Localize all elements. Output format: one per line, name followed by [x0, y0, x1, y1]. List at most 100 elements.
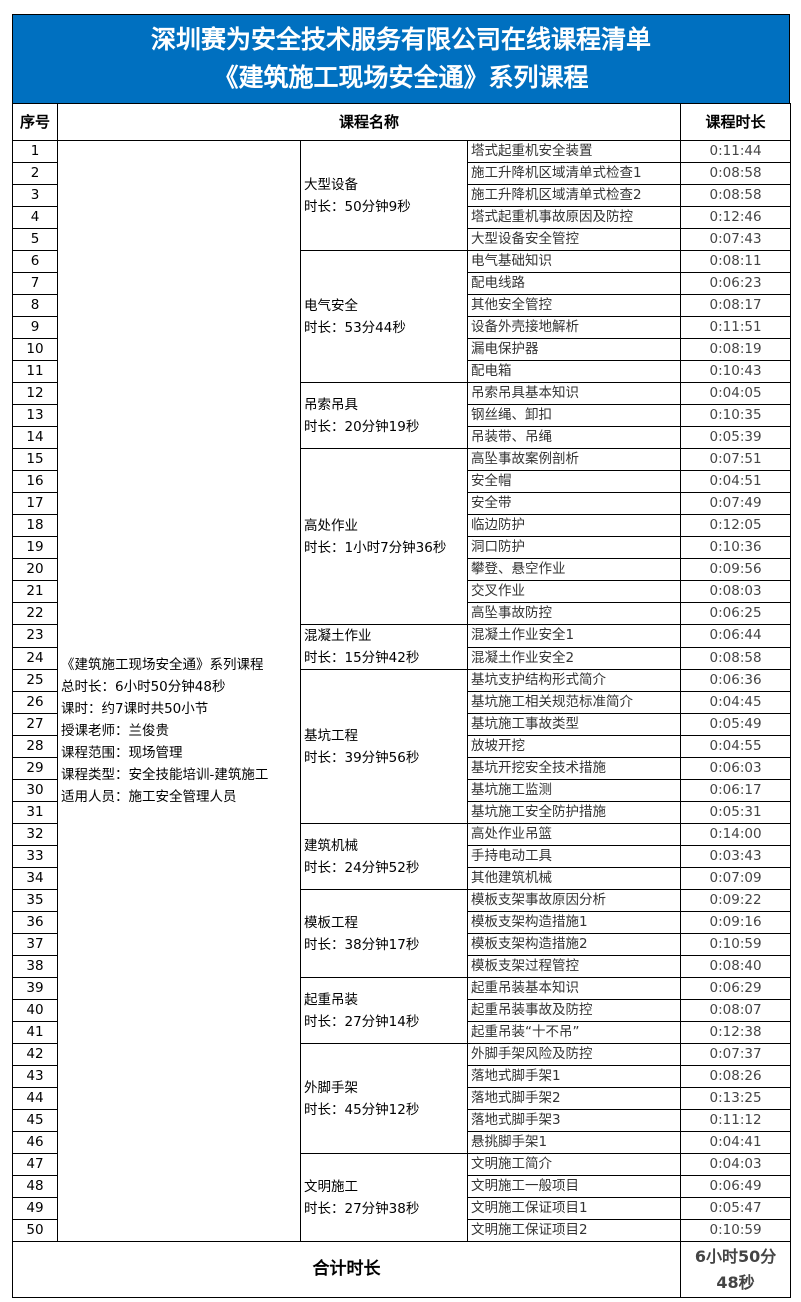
category-name: 模板工程 — [304, 914, 358, 931]
lesson-number: 38 — [12, 955, 58, 978]
lesson-name: 模板支架构造措施1 — [466, 911, 682, 934]
lesson-number: 7 — [12, 272, 58, 295]
category-cell: 吊索吊具 时长：20分钟19秒 — [300, 382, 468, 449]
category-name: 文明施工 — [304, 1178, 358, 1195]
course-info-line: 适用人员：施工安全管理人员 — [61, 789, 237, 805]
table-row: 14 吊装带、吊绳 0:05:39 — [12, 426, 792, 449]
lesson-name: 吊索吊具基本知识 — [466, 382, 682, 405]
category-cell: 模板工程时长：38分钟17秒 — [300, 889, 468, 978]
table-row: 38 模板支架过程管控 0:08:40 — [12, 955, 792, 978]
lesson-number: 35 — [12, 889, 58, 912]
lesson-duration: 0:07:49 — [680, 492, 792, 515]
lesson-number: 44 — [12, 1087, 58, 1110]
category-duration: 时长：27分钟38秒 — [304, 1200, 420, 1217]
lesson-number: 6 — [12, 250, 58, 273]
lesson-number: 34 — [12, 867, 58, 890]
lesson-name: 文明施工简介 — [466, 1153, 682, 1176]
lesson-duration: 0:06:49 — [680, 1175, 792, 1198]
lesson-name: 安全帽 — [466, 470, 682, 493]
lesson-duration: 0:06:03 — [680, 757, 792, 780]
lesson-name: 基坑施工安全防护措施 — [466, 801, 682, 824]
table-row: 23 混凝土作业 时长：15分钟42秒 混凝土作业安全1 0:06:44 — [12, 624, 792, 670]
header-course: 课程名称 — [56, 103, 682, 141]
category-duration: 时长：24分钟52秒 — [304, 859, 420, 876]
lesson-duration: 0:11:51 — [680, 316, 792, 339]
category-duration: 时长：39分钟56秒 — [304, 749, 420, 766]
lesson-duration: 0:04:41 — [680, 1131, 792, 1154]
table-row: 36 模板支架构造措施1 0:09:16 — [12, 911, 792, 934]
lesson-duration: 0:08:07 — [680, 999, 792, 1022]
lesson-name: 悬挑脚手架1 — [466, 1131, 682, 1154]
lesson-name: 起重吊装基本知识 — [466, 977, 682, 1000]
lesson-duration: 0:08:40 — [680, 955, 792, 978]
lesson-duration: 0:06:36 — [680, 669, 792, 692]
lesson-number: 26 — [12, 691, 58, 714]
category-duration: 时长：1小时7分钟36秒 — [304, 539, 447, 556]
lesson-duration: 0:06:29 — [680, 977, 792, 1000]
lesson-number: 17 — [12, 492, 58, 515]
lesson-name: 配电箱 — [466, 360, 682, 383]
lesson-number: 48 — [12, 1175, 58, 1198]
lesson-duration: 0:05:39 — [680, 426, 792, 449]
lesson-name: 临边防护 — [466, 514, 682, 537]
lesson-name: 模板支架过程管控 — [466, 955, 682, 978]
lesson-name: 起重吊装事故及防控 — [466, 999, 682, 1022]
lesson-duration: 0:09:22 — [680, 889, 792, 912]
lesson-number: 46 — [12, 1131, 58, 1154]
header-row: 序号 课程名称 课程时长 — [12, 103, 792, 141]
lesson-number: 1 — [12, 140, 58, 163]
table-row: 13 钢丝绳、卸扣 0:10:35 — [12, 404, 792, 427]
table-row: 39 起重吊装 时长：27分钟14秒 起重吊装基本知识 0:06:29 — [12, 977, 792, 1044]
category-name: 起重吊装 — [304, 991, 358, 1008]
lesson-number: 41 — [12, 1021, 58, 1044]
lesson-duration: 0:11:44 — [680, 140, 792, 163]
category-name: 电气安全 — [304, 297, 358, 314]
lesson-duration: 0:14:00 — [680, 823, 792, 846]
lesson-duration: 0:12:38 — [680, 1021, 792, 1044]
category-duration: 时长：53分44秒 — [304, 319, 406, 336]
table-row: 43 落地式脚手架1 0:08:26 — [12, 1065, 792, 1088]
lesson-number: 15 — [12, 448, 58, 471]
lesson-duration: 0:07:51 — [680, 448, 792, 471]
table-row: 41 起重吊装“十不吊” 0:12:38 — [12, 1021, 792, 1044]
category-duration: 时长：27分钟14秒 — [304, 1013, 420, 1030]
table-row: 22 高坠事故防控 0:06:25 — [12, 602, 792, 625]
lesson-number: 37 — [12, 933, 58, 956]
table-row: 47 文明施工 时长：27分钟38秒 文明施工简介 0:04:03 — [12, 1153, 792, 1242]
lesson-name: 混凝土作业安全2 — [466, 646, 682, 670]
lesson-duration: 0:08:19 — [680, 338, 792, 361]
lesson-duration: 0:08:26 — [680, 1065, 792, 1088]
table-row: 35 模板工程 时长：38分钟17秒 模板支架事故原因分析 0:09:22 — [12, 889, 792, 978]
lesson-duration: 0:05:49 — [680, 713, 792, 736]
category-duration: 时长：38分钟17秒 — [304, 936, 420, 953]
lesson-duration: 0:04:51 — [680, 470, 792, 493]
title-line-1: 深圳赛为安全技术服务有限公司在线课程清单 — [150, 25, 651, 54]
lesson-name: 手持电动工具 — [466, 845, 682, 868]
lesson-duration: 0:10:35 — [680, 404, 792, 427]
lesson-number: 20 — [12, 558, 58, 581]
lesson-duration: 0:08:03 — [680, 580, 792, 603]
category-cell: 电气安全时长：53分44秒 — [300, 250, 468, 383]
course-info-line: 《建筑施工现场安全通》系列课程 — [61, 657, 264, 673]
lesson-name: 攀登、悬空作业 — [466, 558, 682, 581]
lesson-name: 洞口防护 — [466, 536, 682, 559]
lesson-name: 落地式脚手架1 — [466, 1065, 682, 1088]
lesson-duration: 0:07:09 — [680, 867, 792, 890]
course-info-line: 课程范围：现场管理 — [61, 745, 183, 761]
lesson-number: 40 — [12, 999, 58, 1022]
lesson-number: 29 — [12, 757, 58, 780]
lesson-number: 27 — [12, 713, 58, 736]
lesson-number: 49 — [12, 1197, 58, 1220]
lesson-duration: 0:08:17 — [680, 294, 792, 317]
lesson-duration: 0:10:59 — [680, 1219, 792, 1242]
table-row: 25 基坑工程 时长：39分钟56秒 基坑支护结构形式简介 0:06:36 — [12, 669, 792, 824]
lesson-name: 基坑支护结构形式简介 — [466, 669, 682, 692]
lesson-name: 文明施工保证项目1 — [466, 1197, 682, 1220]
table-row: 27 基坑施工事故类型 0:05:49 — [12, 713, 792, 736]
category-duration: 时长：50分钟9秒 — [304, 198, 411, 215]
lesson-number: 50 — [12, 1219, 58, 1242]
lesson-number: 19 — [12, 536, 58, 559]
total-label: 合计时长 — [11, 1241, 682, 1298]
lesson-duration: 0:12:05 — [680, 514, 792, 537]
lesson-name: 其他建筑机械 — [466, 867, 682, 890]
